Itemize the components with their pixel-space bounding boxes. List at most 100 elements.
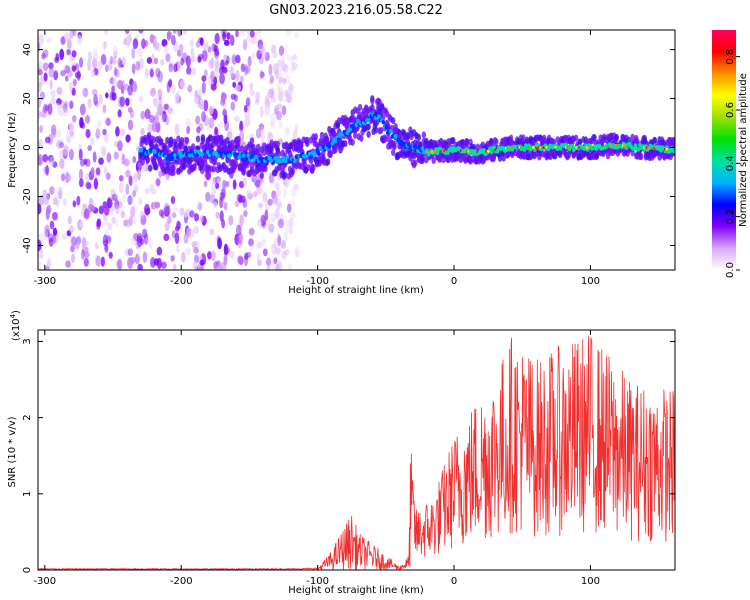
noise-cell (87, 144, 92, 151)
noise-cell (87, 51, 93, 62)
noise-cell (180, 57, 184, 66)
noise-cell (69, 129, 75, 138)
noise-cell (273, 180, 279, 189)
noise-cell (160, 113, 166, 122)
noise-cell (234, 200, 240, 208)
ridge-cell (350, 138, 355, 146)
ridge-core (495, 148, 500, 154)
noise-cell (72, 114, 77, 123)
noise-cell (276, 202, 282, 209)
snr-scale-exp: 4 (9, 313, 17, 318)
ridge-core (482, 147, 486, 153)
noise-cell (250, 52, 256, 59)
noise-cell (65, 131, 70, 142)
ridge-core (632, 146, 636, 152)
noise-cell (54, 195, 59, 203)
noise-cell (51, 211, 58, 221)
noise-cell (38, 260, 42, 270)
noise-cell (49, 156, 56, 166)
noise-cell (153, 258, 159, 266)
noise-cell (133, 184, 139, 193)
noise-cell (270, 212, 276, 223)
noise-cell (163, 233, 170, 242)
noise-cell (207, 251, 212, 260)
noise-cell (219, 72, 225, 85)
noise-cell (260, 132, 265, 142)
ridge-cell (168, 140, 174, 148)
ridge-cell (145, 155, 150, 163)
noise-cell (125, 97, 130, 107)
noise-cell (283, 230, 288, 242)
noise-cell (259, 105, 264, 118)
spectrogram-xtick-label: -100 (306, 276, 329, 287)
noise-cell (186, 227, 192, 238)
noise-cell (115, 126, 120, 137)
noise-cell (210, 250, 216, 262)
noise-cell (270, 96, 277, 103)
noise-cell (124, 218, 131, 228)
noise-cell (113, 45, 118, 57)
noise-cell (223, 201, 228, 211)
noise-cell (68, 148, 74, 161)
noise-cell (238, 180, 245, 189)
noise-cell (38, 69, 44, 76)
noise-cell (278, 262, 283, 270)
noise-cell (245, 189, 252, 199)
noise-cell (294, 124, 299, 132)
noise-cell (201, 81, 206, 94)
noise-cell (190, 47, 195, 57)
noise-cell (39, 125, 43, 133)
noise-cell (149, 33, 155, 44)
noise-cell (117, 57, 122, 69)
noise-cell (69, 123, 75, 132)
noise-cell (117, 140, 123, 152)
noise-cell (150, 257, 156, 268)
snr-xlabel: Height of straight line (km) (288, 585, 424, 596)
noise-cell (271, 243, 277, 255)
noise-cell (54, 56, 60, 64)
noise-cell (117, 109, 122, 118)
ridge-cell (210, 141, 215, 149)
noise-cell (255, 98, 260, 105)
colorbar: 0.0 0.2 0.4 0.6 0.8 Normalized spectral ampl… (712, 30, 749, 278)
noise-cell (46, 258, 52, 269)
ridge-core (167, 153, 171, 158)
noise-cell (89, 137, 95, 146)
noise-cell (157, 88, 163, 101)
noise-cell (185, 118, 192, 129)
noise-cell (91, 88, 98, 96)
noise-cell (258, 43, 264, 55)
noise-cell (164, 103, 169, 110)
noise-cell (163, 202, 170, 215)
noise-cell (125, 183, 130, 196)
noise-cell (113, 67, 118, 76)
noise-cell (280, 240, 287, 249)
noise-cell (90, 166, 95, 177)
noise-cell (123, 158, 130, 167)
noise-cell (85, 158, 91, 167)
noise-cell (288, 217, 294, 229)
noise-cell (129, 109, 135, 119)
noise-cell (60, 69, 66, 77)
noise-cell (115, 204, 120, 215)
noise-cell (138, 57, 145, 70)
noise-cell (45, 164, 49, 176)
noise-cell (122, 193, 127, 203)
noise-cell (259, 70, 264, 80)
ridge-cell (195, 135, 201, 143)
ridge-cell (298, 141, 304, 149)
noise-cell (137, 48, 144, 58)
noise-cell (283, 63, 289, 73)
noise-cell (96, 220, 101, 231)
ridge-cell (190, 143, 196, 151)
ridge-cell (290, 167, 295, 175)
noise-cell (176, 245, 180, 253)
noise-cell (130, 237, 136, 246)
ridge-cell (311, 164, 316, 172)
noise-cell (151, 121, 158, 133)
noise-cell (237, 255, 244, 265)
noise-cell (285, 89, 290, 99)
noise-cell (213, 67, 219, 80)
noise-cell (257, 259, 262, 267)
noise-cell (224, 120, 230, 132)
